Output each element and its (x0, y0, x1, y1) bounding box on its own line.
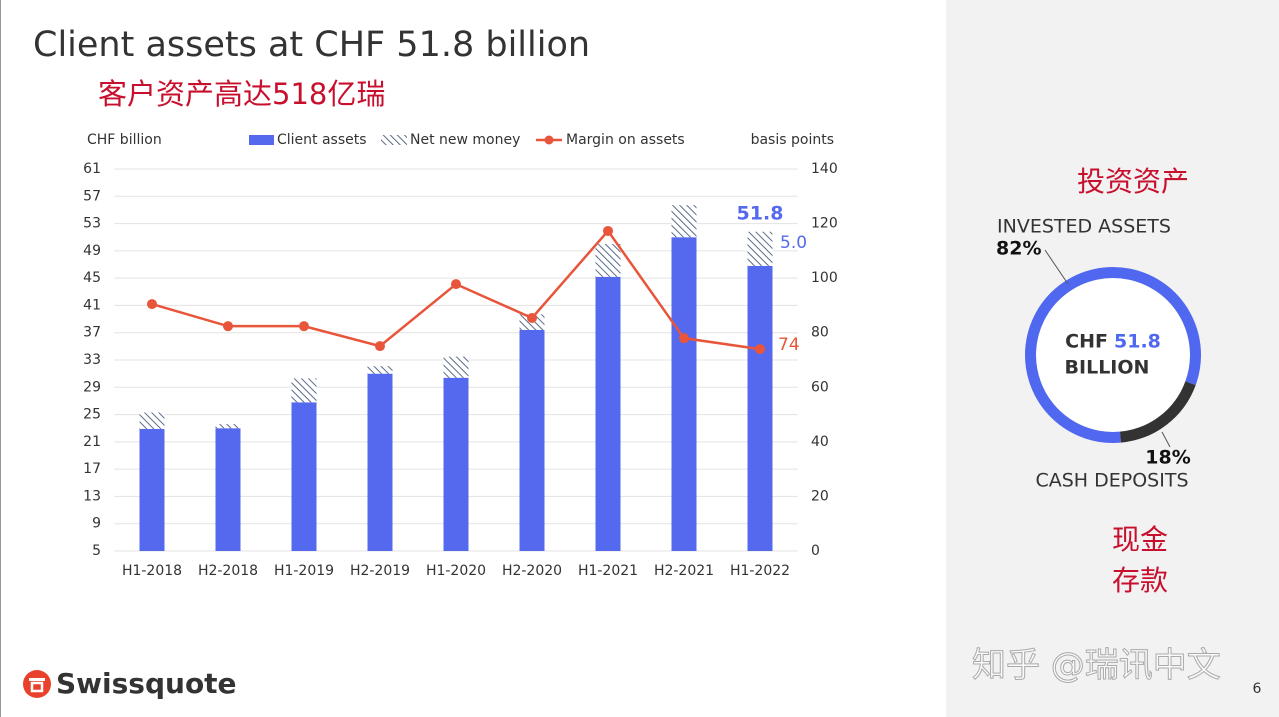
y-tick-label: 13 (83, 488, 101, 504)
bar (291, 402, 317, 551)
annotation: 存款 (1112, 564, 1168, 597)
donut-slice (1119, 381, 1196, 443)
x-tick-label: H1-2019 (274, 563, 334, 579)
bar-segment (443, 356, 469, 378)
bar (139, 428, 165, 551)
center-label: CHF (1065, 331, 1108, 353)
x-tick-label: H2-2020 (502, 563, 562, 579)
annotation: 现金 (1112, 523, 1168, 556)
donut-slice (1025, 267, 1201, 443)
y2-tick-label: 140 (811, 161, 838, 177)
bar-segment (671, 205, 697, 238)
y-tick-label: 57 (83, 188, 101, 204)
line-point (755, 344, 765, 355)
data-label: 74 (778, 335, 800, 355)
center-value: 51.8 (1114, 331, 1161, 353)
y2-tick-label: 100 (811, 270, 838, 286)
bar (747, 265, 773, 551)
donut-title: 投资资产 (1077, 165, 1189, 198)
line-point (451, 279, 461, 290)
x-tick-label: H1-2018 (122, 563, 182, 579)
logo-icon-part (29, 678, 45, 681)
y-tick-label: 5 (92, 543, 101, 559)
bar-segment (747, 231, 773, 266)
line-point (679, 333, 689, 344)
y2-tick-label: 120 (811, 216, 838, 232)
bar (671, 237, 697, 551)
category-label: INVESTED ASSETS (997, 216, 1171, 238)
line-point (223, 321, 233, 332)
legend-swatch (381, 135, 407, 145)
data-label: 5.0 (780, 233, 807, 253)
value-label: 82% (996, 238, 1041, 260)
x-tick-label: H2-2021 (654, 563, 714, 579)
bar-segment (595, 244, 621, 277)
y2-tick-label: 60 (811, 379, 829, 395)
y-tick-label: 61 (83, 161, 101, 177)
y-tick-label: 45 (83, 270, 101, 286)
y2-tick-label: 20 (811, 488, 829, 504)
bar-segment (291, 378, 317, 403)
y-tick-label: 29 (83, 379, 101, 395)
y-axis-label: CHF billion (87, 132, 162, 148)
total-label: 51.8 (737, 202, 784, 224)
line-point (527, 312, 537, 323)
y2-axis-label: basis points (751, 132, 834, 148)
y-tick-label: 53 (83, 216, 101, 232)
center-label: BILLION (1065, 357, 1150, 379)
y-tick-label: 33 (83, 352, 101, 368)
category-label: CASH DEPOSITS (1035, 470, 1188, 492)
page-number: 6 (1253, 681, 1262, 697)
y-tick-label: 41 (83, 297, 101, 313)
x-tick-label: H1-2021 (578, 563, 638, 579)
legend-swatch (544, 135, 554, 145)
y-tick-label: 37 (83, 325, 101, 341)
donut-hole (1036, 278, 1190, 432)
x-tick-label: H1-2020 (426, 563, 486, 579)
y-tick-label: 17 (83, 461, 101, 477)
y-tick-label: 9 (92, 516, 101, 532)
legend-label: Margin on assets (566, 132, 685, 148)
y-tick-label: 21 (83, 434, 101, 450)
bar-segment (367, 366, 393, 374)
y-tick-label: 49 (83, 243, 101, 259)
legend-label: Net new money (410, 132, 520, 148)
bar-chart: CHF billion basis points 5 9 13 17 21 25 29 33 37 4… (83, 132, 838, 579)
bar (215, 428, 241, 551)
watermark: 知乎 @瑞讯中文 (972, 646, 1221, 686)
leader-line (1044, 249, 1069, 285)
line-point (299, 321, 309, 332)
bar (367, 373, 393, 551)
logo-icon-part (30, 681, 44, 693)
bar (443, 377, 469, 551)
x-tick-label: H1-2022 (730, 563, 790, 579)
y-tick-label: 25 (83, 407, 101, 423)
slide-title: Client assets at CHF 51.8 billion (33, 25, 590, 65)
value-label: 18% (1145, 447, 1190, 469)
line-point (147, 299, 157, 310)
line-point (603, 225, 613, 236)
bar (595, 276, 621, 551)
bar (519, 329, 545, 551)
leader-line (1161, 431, 1171, 448)
legend-swatch (249, 135, 274, 145)
line-point (375, 341, 385, 352)
legend-label: Client assets (277, 132, 367, 148)
slide-subtitle: 客户资产高达518亿瑞 (98, 77, 385, 111)
logo-text: Swissquote (56, 667, 237, 700)
bar-segment (139, 412, 165, 429)
x-tick-label: H2-2019 (350, 563, 410, 579)
x-tick-label: H2-2018 (198, 563, 258, 579)
y2-tick-label: 0 (811, 543, 820, 559)
y2-tick-label: 40 (811, 434, 829, 450)
y2-tick-label: 80 (811, 325, 829, 341)
bar-segment (215, 424, 241, 429)
